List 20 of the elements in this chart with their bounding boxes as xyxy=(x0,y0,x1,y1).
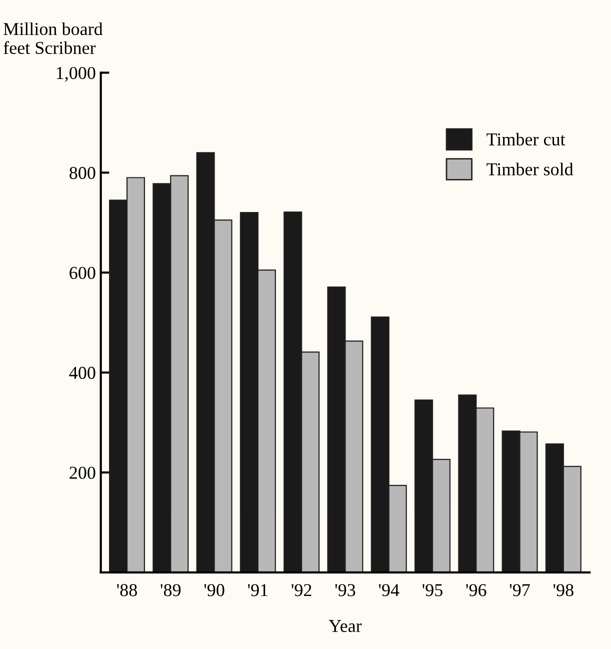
x-tick-label: '97 xyxy=(510,584,530,596)
legend-label: Timber cut xyxy=(486,132,566,146)
x-tick-label: '89 xyxy=(160,584,181,596)
y-tick-label: 600 xyxy=(70,266,96,280)
x-tick-label: '92 xyxy=(292,584,312,596)
y-tick-label: 800 xyxy=(70,166,96,180)
x-tick-label: '93 xyxy=(335,584,356,596)
x-tick-label: '91 xyxy=(248,584,268,596)
y-tick-label: 400 xyxy=(69,366,96,379)
x-tick-label: '96 xyxy=(466,584,486,596)
x-tick-label: '94 xyxy=(378,584,400,596)
x-axis-title: Year xyxy=(328,620,362,632)
y-tick-label: 200 xyxy=(70,466,96,479)
y-tick-label: 1,000 xyxy=(56,66,96,82)
x-tick-label: '98 xyxy=(554,584,574,596)
y-axis-title: Million board feet Scribner xyxy=(4,22,103,54)
x-tick-label: '95 xyxy=(422,584,442,596)
x-tick-label: '88 xyxy=(117,584,137,596)
x-tick-label: '90 xyxy=(204,584,224,596)
legend-label: Timber sold xyxy=(486,162,574,176)
